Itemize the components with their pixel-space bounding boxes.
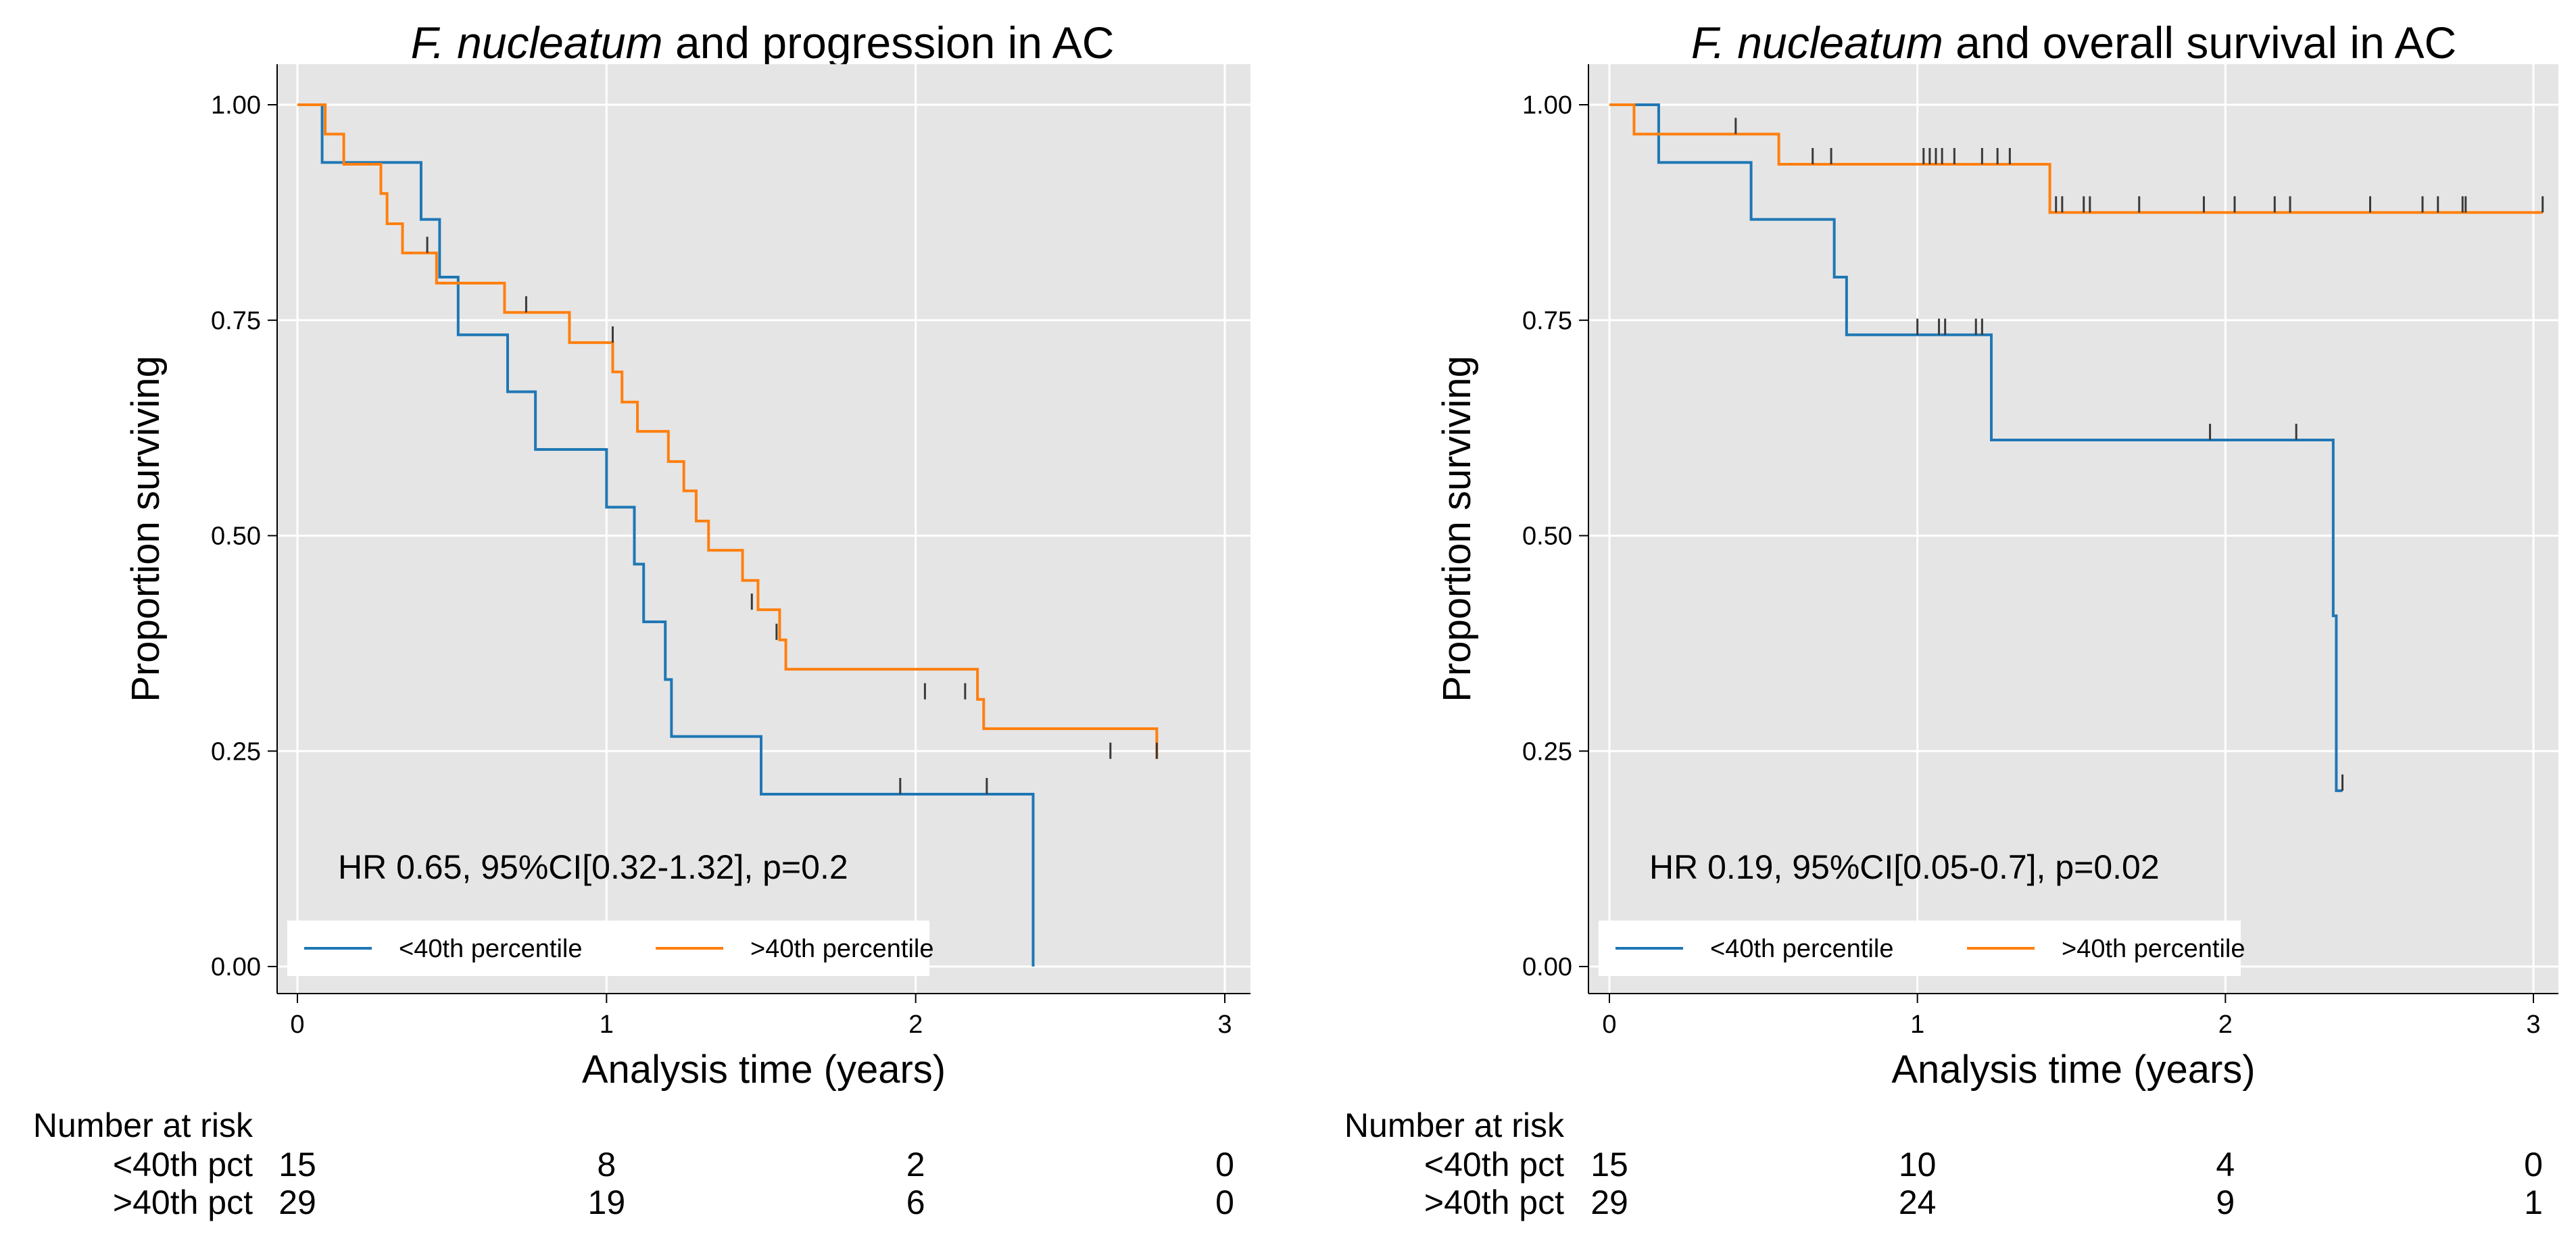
x-tick-label: 3 xyxy=(1217,1010,1232,1039)
x-tick-label: 1 xyxy=(600,1010,614,1039)
km-curve-lt40 xyxy=(297,103,1035,967)
risk-count: 10 xyxy=(1899,1146,1937,1183)
risk-count: 24 xyxy=(1899,1183,1937,1221)
x-axis-label: Analysis time (years) xyxy=(1891,1048,2255,1092)
legend-label: >40th percentile xyxy=(2062,935,2245,963)
risk-row-label: >40th pct xyxy=(113,1183,253,1221)
x-tick-label: 1 xyxy=(1910,1010,1924,1039)
y-tick-label: 0.75 xyxy=(1522,307,1572,335)
legend-label: <40th percentile xyxy=(399,935,582,963)
y-tick-label: 1.00 xyxy=(211,91,261,120)
risk-count: 19 xyxy=(588,1183,626,1221)
x-tick-label: 0 xyxy=(1602,1010,1616,1039)
chart-title-rest: and overall survival in AC xyxy=(1943,18,2456,68)
risk-count: 15 xyxy=(1590,1146,1628,1183)
risk-count: 29 xyxy=(1590,1183,1628,1221)
legend-box xyxy=(1599,921,2241,976)
y-tick-label: 0.50 xyxy=(1522,522,1572,551)
y-tick-label: 0.25 xyxy=(1522,737,1572,766)
risk-table-title: Number at risk xyxy=(33,1106,253,1144)
risk-count: 0 xyxy=(1215,1183,1234,1221)
legend: <40th percentile >40th percentile xyxy=(1599,921,2245,976)
km-curve-gt40 xyxy=(297,103,1159,759)
risk-count: 2 xyxy=(906,1146,925,1183)
risk-count: 29 xyxy=(278,1183,316,1221)
chart-title: F. nucleatum and overall survival in AC xyxy=(1691,18,2456,68)
risk-row-label: <40th pct xyxy=(113,1146,253,1183)
km-curve-gt40 xyxy=(1609,103,2543,214)
x-tick-label: 2 xyxy=(2218,1010,2233,1039)
hazard-ratio-annotation: HR 0.19, 95%CI[0.05-0.7], p=0.02 xyxy=(1649,848,2160,886)
risk-count: 15 xyxy=(278,1146,316,1183)
y-axis-label: Proportion surviving xyxy=(1435,356,1479,702)
chart-title-italic: F. nucleatum xyxy=(1691,18,1943,68)
risk-count: 8 xyxy=(597,1146,616,1183)
y-tick-label: 0.00 xyxy=(211,953,261,981)
y-tick-label: 0.50 xyxy=(211,522,261,551)
risk-count: 0 xyxy=(1215,1146,1234,1183)
hazard-ratio-annotation: HR 0.65, 95%CI[0.32-1.32], p=0.2 xyxy=(338,848,848,886)
chart-title-italic: F. nucleatum xyxy=(411,18,663,68)
risk-count: 9 xyxy=(2216,1183,2235,1221)
x-tick-label: 2 xyxy=(908,1010,923,1039)
legend-box xyxy=(287,921,929,976)
legend-label: >40th percentile xyxy=(750,935,933,963)
km-curve-lt40 xyxy=(1609,103,2343,792)
y-axis-label: Proportion surviving xyxy=(124,356,168,702)
km-panel-2: F. nucleatum and overall survival in AC 0… xyxy=(1344,18,2558,1221)
km-panel-1: F. nucleatum and progression in AC 0.00 0.… xyxy=(33,18,1250,1221)
chart-title-rest: and progression in AC xyxy=(663,18,1115,68)
x-tick-label: 0 xyxy=(290,1010,304,1039)
risk-row-label: >40th pct xyxy=(1424,1183,1564,1221)
risk-table-title: Number at risk xyxy=(1344,1106,1565,1144)
x-axis-label: Analysis time (years) xyxy=(582,1048,946,1092)
risk-count: 0 xyxy=(2524,1146,2543,1183)
y-tick-label: 0.25 xyxy=(211,737,261,766)
x-tick-label: 3 xyxy=(2526,1010,2540,1039)
risk-count: 6 xyxy=(906,1183,925,1221)
risk-count: 1 xyxy=(2524,1183,2543,1221)
risk-row-label: <40th pct xyxy=(1424,1146,1564,1183)
y-tick-label: 0.75 xyxy=(211,307,261,335)
legend-label: <40th percentile xyxy=(1710,935,1893,963)
y-tick-label: 1.00 xyxy=(1522,91,1572,120)
legend: <40th percentile >40th percentile xyxy=(287,921,933,976)
chart-title: F. nucleatum and progression in AC xyxy=(411,18,1115,68)
risk-count: 4 xyxy=(2216,1146,2235,1183)
y-tick-label: 0.00 xyxy=(1522,953,1572,981)
